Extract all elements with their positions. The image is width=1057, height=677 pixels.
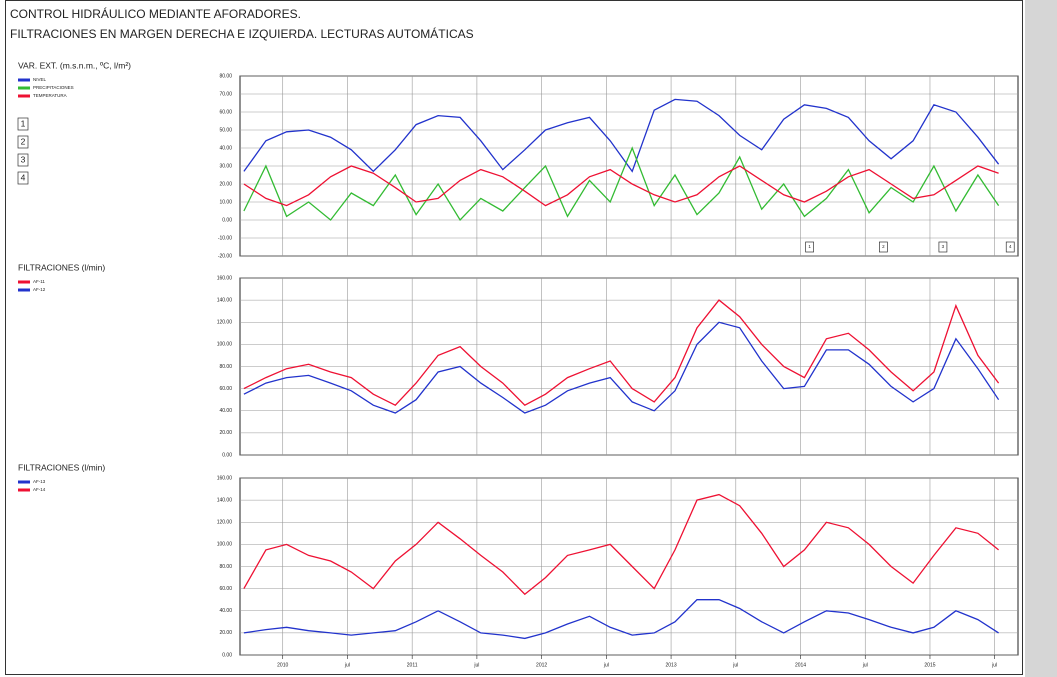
y-tick-label: 50.00 xyxy=(219,127,232,133)
x-tick-label: 2014 xyxy=(795,662,806,668)
series-line xyxy=(243,321,1000,414)
legend-label: AF-13 xyxy=(33,479,46,484)
event-box xyxy=(805,241,814,253)
legend-swatch xyxy=(18,94,30,98)
event-label: 4 xyxy=(1009,244,1012,249)
x-tick-label: 2015 xyxy=(924,662,935,668)
y-tick-label: 100.00 xyxy=(217,542,233,548)
event-legend-box xyxy=(17,153,29,167)
y-tick-label: 80.00 xyxy=(219,564,232,570)
x-tick-label: jul xyxy=(473,662,479,668)
series-line xyxy=(243,599,999,640)
y-tick-label: -10.00 xyxy=(218,235,232,241)
series-line xyxy=(243,299,1000,407)
y-tick-label: 80.00 xyxy=(219,73,232,79)
legend-label: AF-11 xyxy=(33,279,45,284)
x-tick-label: 2012 xyxy=(536,662,547,668)
series-line xyxy=(243,146,1000,222)
chart-title: VAR. EXT. (m.s.n.m., ºC, l/m²) xyxy=(18,60,131,70)
event-legend-label: 2 xyxy=(21,136,26,146)
legend-swatch xyxy=(18,78,30,82)
x-tick-label: jul xyxy=(344,662,350,668)
x-tick-label: jul xyxy=(732,662,738,668)
event-legend-box xyxy=(17,117,29,131)
legend-swatch xyxy=(18,480,30,484)
y-tick-label: 70.00 xyxy=(219,91,232,97)
event-label: 3 xyxy=(942,244,945,249)
y-tick-label: 20.00 xyxy=(219,430,232,436)
chart-title: FILTRACIONES (l/min) xyxy=(18,262,105,272)
y-tick-label: 60.00 xyxy=(219,109,232,115)
event-box xyxy=(879,241,888,253)
legend-label: AF-12 xyxy=(33,287,46,292)
x-tick-label: jul xyxy=(991,662,997,668)
x-tick-label: jul xyxy=(862,662,868,668)
y-tick-label: 100.00 xyxy=(217,342,233,348)
legend-swatch xyxy=(18,288,30,292)
y-tick-label: -20.00 xyxy=(218,253,232,259)
y-tick-label: 140.00 xyxy=(217,497,233,503)
y-tick-label: 20.00 xyxy=(219,181,232,187)
x-tick-label: 2013 xyxy=(666,662,677,668)
y-tick-label: 120.00 xyxy=(217,520,233,526)
side-strip xyxy=(1025,0,1057,677)
legend-label: NIVEL xyxy=(33,77,47,82)
x-tick-label: jul xyxy=(603,662,609,668)
legend-swatch xyxy=(18,280,30,284)
chart-title: FILTRACIONES (l/min) xyxy=(18,462,105,472)
x-tick-label: 2010 xyxy=(277,662,288,668)
x-tick-label: 2011 xyxy=(407,662,418,668)
series-line xyxy=(243,98,1000,173)
event-legend-box xyxy=(17,171,29,185)
y-tick-label: 140.00 xyxy=(217,297,233,303)
y-tick-label: 80.00 xyxy=(219,364,232,370)
doc-title: CONTROL HIDRÁULICO MEDIANTE AFORADORES. xyxy=(10,6,301,21)
y-tick-label: 10.00 xyxy=(219,199,232,205)
event-legend-label: 4 xyxy=(21,172,26,182)
y-tick-label: 160.00 xyxy=(217,475,233,481)
y-tick-label: 120.00 xyxy=(217,320,233,326)
doc-subtitle: FILTRACIONES EN MARGEN DERECHA E IZQUIER… xyxy=(10,26,474,41)
series-line xyxy=(243,165,999,207)
event-legend-box xyxy=(17,135,29,149)
y-tick-label: 40.00 xyxy=(219,408,232,414)
event-box xyxy=(1005,241,1015,253)
y-tick-label: 20.00 xyxy=(219,630,232,636)
legend-swatch xyxy=(18,86,30,90)
event-legend-label: 1 xyxy=(21,118,26,128)
legend-label: AF-14 xyxy=(33,487,46,492)
event-label: 1 xyxy=(808,244,811,249)
legend-swatch xyxy=(18,488,30,492)
y-tick-label: 0.00 xyxy=(222,452,232,458)
y-tick-label: 160.00 xyxy=(217,275,233,281)
y-tick-label: 60.00 xyxy=(219,386,232,392)
y-tick-label: 30.00 xyxy=(219,163,232,169)
legend-label: TEMPERATURA xyxy=(33,93,67,98)
y-tick-label: 0.00 xyxy=(222,652,232,658)
event-box xyxy=(938,241,948,253)
legend-label: PRECIPITACIONES xyxy=(33,85,74,90)
series-line xyxy=(243,493,1000,596)
y-tick-label: 0.00 xyxy=(222,217,232,223)
event-legend-label: 3 xyxy=(21,154,26,164)
event-label: 2 xyxy=(882,244,885,249)
y-tick-label: 40.00 xyxy=(219,608,232,614)
y-tick-label: 40.00 xyxy=(219,145,232,151)
y-tick-label: 60.00 xyxy=(219,586,232,592)
